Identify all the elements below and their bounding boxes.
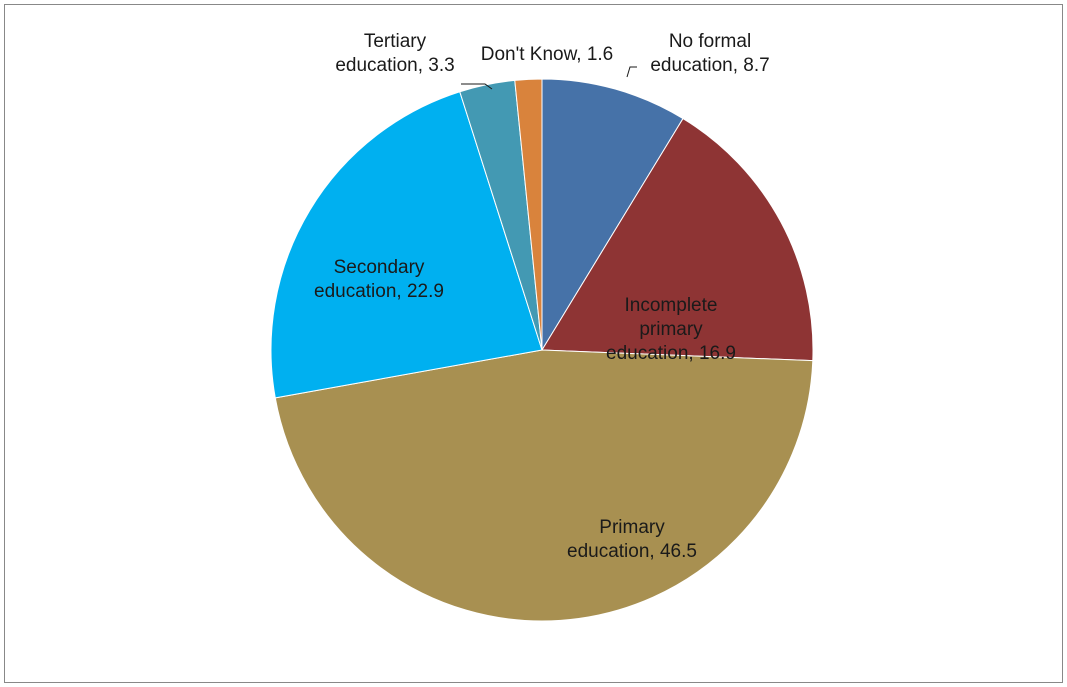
data-label-tertiary-education: Tertiary education, 3.3 — [335, 31, 454, 76]
chart-area: No formal education, 8.7 Incomplete primary… — [4, 4, 1063, 683]
pie-slice-secondary-education — [270, 91, 543, 399]
pie-slice-primary-education — [274, 349, 814, 622]
data-label-no-formal-education: No formal education, 8.7 — [650, 31, 769, 76]
data-label-primary-education: Primary education, 46.5 — [567, 517, 697, 562]
leader-lines — [461, 66, 637, 90]
pie-slices — [270, 78, 814, 622]
pie-slice-incomplete-primary-education — [541, 117, 814, 362]
pie-chart: No formal education, 8.7 Incomplete primary… — [270, 31, 814, 622]
data-labels: No formal education, 8.7 Incomplete primary… — [314, 31, 770, 562]
leader-line-tertiary-education — [461, 83, 493, 90]
data-label-secondary-education: Secondary education, 22.9 — [314, 257, 444, 302]
leader-line-no-formal-education — [626, 66, 637, 78]
pie-slice-no-formal-education — [541, 78, 684, 352]
pie-slice-don-t-know — [514, 78, 543, 351]
data-label-incomplete-primary-education: Incomplete primary education, 16.9 — [606, 295, 736, 364]
data-label-don-t-know: Don't Know, 1.6 — [481, 44, 614, 65]
